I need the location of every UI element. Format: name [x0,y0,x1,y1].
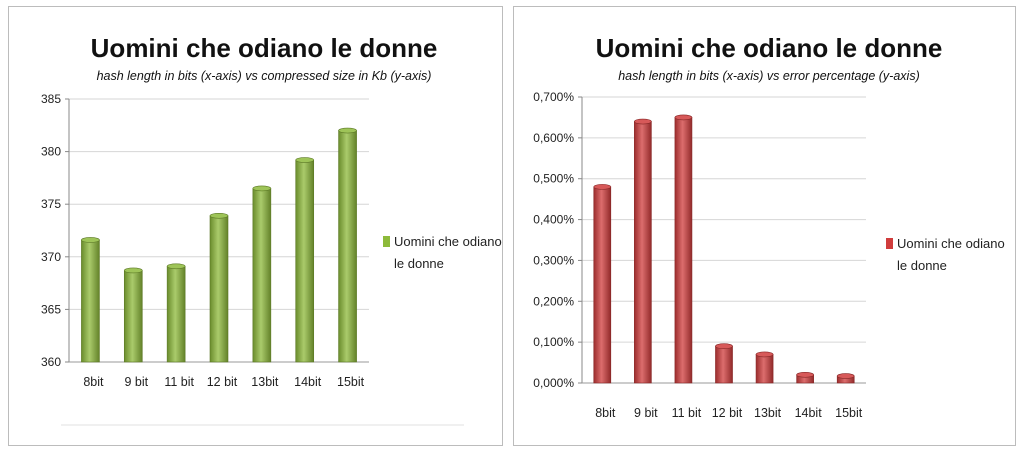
y-tick-label: 370 [41,250,61,264]
bar-top [123,267,143,274]
chart-subtitle: hash length in bits (x-axis) vs error pe… [618,69,920,83]
y-tick-label: 360 [41,355,61,369]
x-tick-label: 15bit [835,406,863,420]
y-axis: 0,000% 0,100% 0,200% 0,300% 0,400% 0,500% 0,60… [533,90,583,390]
gridlines [582,96,866,384]
bar-top [81,237,100,243]
bars [81,127,357,363]
legend-swatch [383,236,390,247]
bar [81,239,100,363]
y-tick-label: 0,700% [533,90,574,104]
error-bar-chart: Uomini che odiano le donne hash length i… [533,33,1005,420]
bar-top [755,351,774,358]
chart-panel-error: Uomini che odiano le donne hash length i… [513,6,1016,446]
y-tick-label: 0,600% [533,131,574,145]
x-tick-label: 13bit [251,375,279,389]
x-tick-label: 15bit [337,375,365,389]
chart-title: Uomini che odiano le donne [91,33,438,63]
bar-top [634,118,652,125]
x-tick-label: 9 bit [634,406,658,420]
bar [634,121,652,384]
size-bar-chart: Uomini che odiano le donne hash length i… [41,33,502,426]
bar [252,188,272,363]
y-tick-label: 385 [41,92,61,106]
bar [295,159,315,363]
legend-label: Uomini che odiano [394,234,502,249]
bar-top [338,127,357,134]
bar-top [715,343,733,350]
y-tick-label: 0,000% [533,376,574,390]
x-tick-label: 12 bit [207,375,238,389]
x-tick-label: 14bit [795,406,823,420]
bar-top [295,157,315,163]
x-tick-label: 8bit [83,375,104,389]
bar [209,215,229,363]
x-tick-label: 13bit [754,406,782,420]
y-tick-label: 0,400% [533,213,574,227]
bar-top [209,212,229,219]
y-tick-label: 380 [41,145,61,159]
bar [593,186,612,384]
chart-subtitle: hash length in bits (x-axis) vs compress… [97,69,432,83]
bar [123,270,143,363]
bar-top [674,114,693,121]
bar [755,354,774,384]
x-tick-label: 11 bit [164,375,194,389]
bar [166,265,186,363]
legend-swatch [886,238,893,249]
bar-top [796,372,814,378]
x-tick-label: 11 bit [672,406,702,420]
bar-top [252,185,272,192]
legend: Uomini che odiano le donne [383,234,502,271]
legend-label: Uomini che odiano [897,236,1005,251]
chart-panel-size: Uomini che odiano le donne hash length i… [8,6,503,446]
legend-label: le donne [394,256,444,271]
bar [338,130,357,363]
x-tick-label: 12 bit [712,406,743,420]
y-axis: 360 365 370 375 380 385 [41,92,70,369]
chart-title: Uomini che odiano le donne [596,33,943,63]
y-tick-label: 0,500% [533,172,574,186]
x-axis: 8bit 9 bit 11 bit 12 bit 13bit 14bit 15bit [83,375,364,389]
bar-top [593,184,612,190]
bars [593,114,855,384]
bar [674,117,693,384]
bar-top [166,263,186,270]
x-axis: 8bit 9 bit 11 bit 12 bit 13bit 14bit 15bit [595,406,863,420]
bar [715,345,733,384]
y-tick-label: 0,100% [533,335,574,349]
legend-label: le donne [897,258,947,273]
bar-top [836,373,855,379]
y-tick-label: 0,300% [533,253,574,267]
x-tick-label: 9 bit [124,375,148,389]
y-tick-label: 375 [41,197,61,211]
legend: Uomini che odiano le donne [886,236,1005,273]
y-tick-label: 0,200% [533,294,574,308]
x-tick-label: 8bit [595,406,616,420]
y-tick-label: 365 [41,302,61,316]
x-tick-label: 14bit [294,375,322,389]
